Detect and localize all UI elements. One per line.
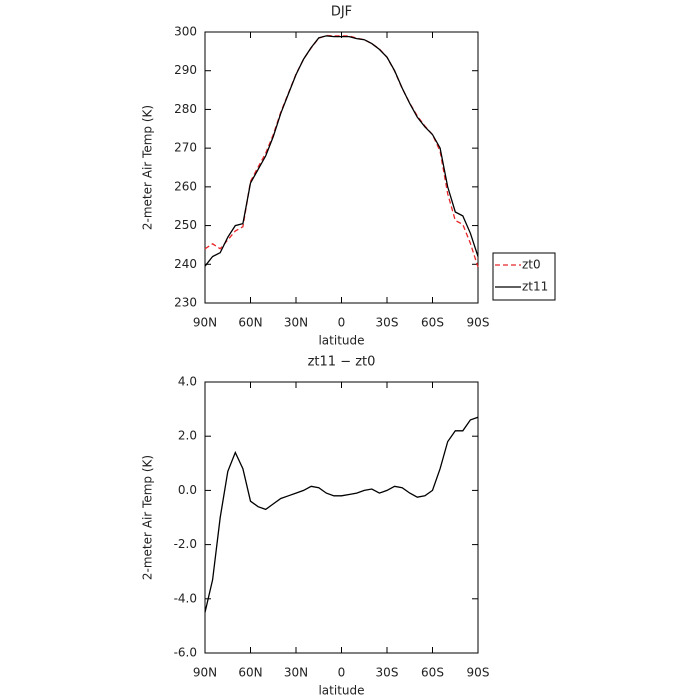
y-tick-label: 300 bbox=[174, 25, 197, 39]
legend-frame bbox=[492, 252, 556, 301]
x-tick-label: 30S bbox=[376, 316, 399, 330]
x-tick-label: 60N bbox=[238, 666, 262, 680]
y-tick-label: 250 bbox=[174, 218, 197, 232]
x-tick-label: 90S bbox=[467, 666, 490, 680]
x-tick-label: 30S bbox=[376, 666, 399, 680]
data-line bbox=[204, 35, 479, 267]
x-tick-label: 60S bbox=[421, 316, 444, 330]
data-line bbox=[204, 34, 479, 268]
legend-label: zt11 bbox=[522, 280, 548, 294]
y-tick-label: 290 bbox=[174, 63, 197, 77]
chart-title: DJF bbox=[331, 5, 352, 20]
x-tick-label: 0 bbox=[338, 666, 346, 680]
x-tick-label: 90S bbox=[467, 316, 490, 330]
y-tick-label: -4.0 bbox=[174, 591, 197, 605]
plot-frame bbox=[204, 31, 479, 304]
y-tick-label: 4.0 bbox=[178, 375, 197, 389]
x-tick-label: 30N bbox=[284, 316, 308, 330]
x-axis-label: latitude bbox=[318, 684, 364, 698]
y-tick-label: 0.0 bbox=[178, 483, 197, 497]
y-axis-label: 2-meter Air Temp (K) bbox=[141, 455, 155, 580]
x-tick-label: 90N bbox=[193, 666, 217, 680]
data-line bbox=[204, 416, 479, 613]
x-axis-label: latitude bbox=[318, 334, 364, 348]
y-tick-label: 2.0 bbox=[178, 429, 197, 443]
y-tick-label: 260 bbox=[174, 179, 197, 193]
y-tick-label: -2.0 bbox=[174, 537, 197, 551]
y-tick-label: 270 bbox=[174, 141, 197, 155]
x-tick-label: 0 bbox=[338, 316, 346, 330]
x-tick-label: 60N bbox=[238, 316, 262, 330]
y-tick-label: -6.0 bbox=[174, 646, 197, 660]
plot-frame bbox=[204, 381, 479, 654]
x-tick-label: 90N bbox=[193, 316, 217, 330]
y-axis-label: 2-meter Air Temp (K) bbox=[141, 105, 155, 230]
legend-label: zt0 bbox=[522, 258, 541, 272]
x-tick-label: 60S bbox=[421, 666, 444, 680]
x-tick-label: 30N bbox=[284, 666, 308, 680]
y-tick-label: 280 bbox=[174, 102, 197, 116]
y-tick-label: 240 bbox=[174, 257, 197, 271]
chart-title: zt11 − zt0 bbox=[308, 355, 376, 370]
y-tick-label: 230 bbox=[174, 296, 197, 310]
